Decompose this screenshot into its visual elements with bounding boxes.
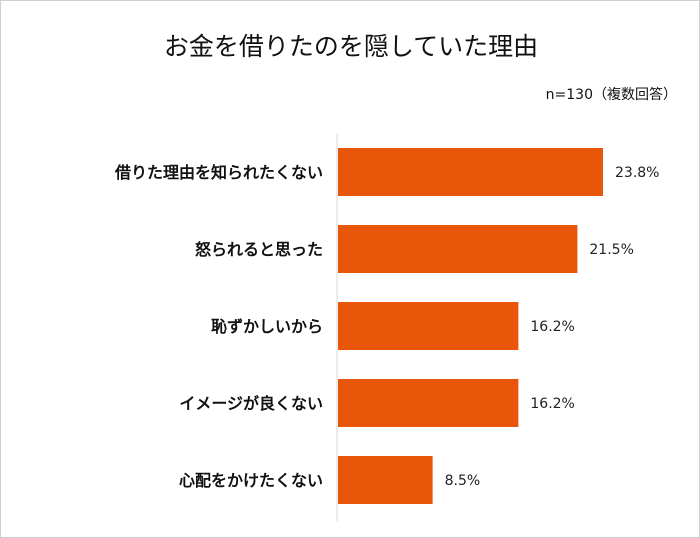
category-label: 恥ずかしいから <box>211 317 323 336</box>
data-label: 21.5% <box>589 242 633 258</box>
category-label: 借りた理由を知られたくない <box>114 163 323 182</box>
bar <box>338 456 433 504</box>
bar <box>338 225 578 273</box>
category-label: イメージが良くない <box>179 394 323 413</box>
data-label: 8.5% <box>445 473 481 489</box>
data-label: 16.2% <box>530 396 574 412</box>
category-label: 怒られると思った <box>195 240 323 259</box>
bar <box>338 379 519 427</box>
chart-title: お金を借りたのを隠していた理由 <box>163 32 539 61</box>
data-label: 16.2% <box>530 319 574 335</box>
data-label: 23.8% <box>615 165 659 181</box>
bar <box>338 302 519 350</box>
bar <box>338 148 603 196</box>
sample-note: n=130（複数回答） <box>545 87 677 103</box>
category-label: 心配をかけたくない <box>179 471 323 490</box>
